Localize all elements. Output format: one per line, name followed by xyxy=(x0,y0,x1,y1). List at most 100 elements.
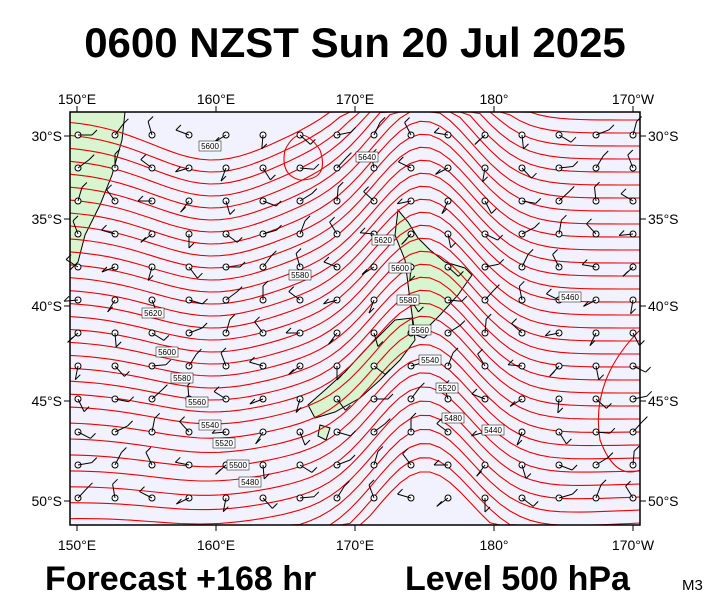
barb-flag xyxy=(482,176,488,183)
barb xyxy=(521,464,527,479)
lon-label-bottom: 170°W xyxy=(612,537,655,553)
barb-flag xyxy=(602,150,609,157)
barb-flag xyxy=(175,124,182,131)
contour-label: 5520 xyxy=(438,384,456,393)
barb-flag xyxy=(435,169,441,175)
barb xyxy=(77,462,92,466)
barb-flag xyxy=(546,288,552,295)
barb xyxy=(299,464,313,473)
barb-flag xyxy=(368,479,375,486)
barb-flag xyxy=(101,224,107,231)
barb xyxy=(447,325,461,334)
lat-label-right: 40°S xyxy=(648,298,679,314)
barb xyxy=(262,200,277,207)
barb-flag xyxy=(552,249,558,255)
barb xyxy=(77,487,88,499)
barb-flag xyxy=(600,479,607,486)
barb xyxy=(288,291,301,301)
barb-flag xyxy=(295,248,302,254)
barb-flag xyxy=(433,459,440,466)
barb-flag xyxy=(561,214,567,221)
barb xyxy=(471,393,486,400)
barb-flag xyxy=(229,209,236,215)
barb-flag xyxy=(581,259,588,265)
barb xyxy=(373,423,386,433)
barb-flag xyxy=(220,175,227,182)
barb-flag xyxy=(239,261,246,268)
barb xyxy=(188,299,203,305)
barb-flag xyxy=(147,275,154,281)
barb-flag xyxy=(568,186,575,192)
barb-flag xyxy=(176,498,182,505)
barb-flag xyxy=(261,143,268,150)
barb-flag xyxy=(188,242,195,249)
contour-label: 5500 xyxy=(229,461,247,470)
barb-flag xyxy=(90,433,96,439)
barb xyxy=(188,327,203,334)
barb xyxy=(595,129,610,136)
contour-line xyxy=(69,172,640,293)
barb xyxy=(511,323,523,334)
barb xyxy=(595,431,610,434)
barb xyxy=(299,496,314,499)
barb xyxy=(299,193,313,202)
barb-flag xyxy=(255,438,261,445)
barb xyxy=(558,191,570,202)
barb-flag xyxy=(91,129,98,136)
barb-flag xyxy=(344,480,350,487)
title: 0600 NZST Sun 20 Jul 2025 xyxy=(84,19,626,66)
barb xyxy=(360,232,375,235)
barb-flag xyxy=(606,403,612,409)
barb xyxy=(484,200,492,214)
barb xyxy=(447,352,454,367)
barb xyxy=(368,484,375,499)
contour-line xyxy=(69,276,640,389)
barb xyxy=(262,229,277,235)
barb xyxy=(151,364,166,367)
barb-flag xyxy=(642,416,648,422)
barb-flag xyxy=(523,143,529,150)
barb-flag xyxy=(609,427,616,434)
barb xyxy=(410,387,420,400)
barb-flag xyxy=(304,215,311,222)
barb-flag xyxy=(74,374,81,381)
barb-flag xyxy=(121,447,127,453)
barb xyxy=(521,200,536,204)
barb-flag xyxy=(202,298,208,305)
contour-line xyxy=(69,329,640,439)
barb-flag xyxy=(128,396,135,403)
contour-line xyxy=(69,414,641,525)
lon-label-bottom: 150°E xyxy=(58,537,96,553)
contour-label: 5480 xyxy=(444,414,462,423)
barb xyxy=(114,452,122,466)
barb xyxy=(397,493,412,499)
barb xyxy=(482,167,486,182)
barb-flag xyxy=(627,149,634,156)
barb-flag xyxy=(222,506,229,513)
barb-flag xyxy=(531,172,537,179)
barb-flag xyxy=(220,347,227,354)
barb xyxy=(114,365,125,377)
barb xyxy=(595,155,604,169)
barb-flag xyxy=(368,307,375,314)
barb xyxy=(220,352,227,367)
barb xyxy=(632,451,635,466)
contour-line xyxy=(69,146,640,269)
barb xyxy=(77,187,83,202)
barb-flag xyxy=(313,491,320,498)
lat-label-right: 30°S xyxy=(648,128,679,144)
barb xyxy=(112,484,116,499)
barb xyxy=(508,364,523,367)
barb-flag xyxy=(622,271,629,277)
barb xyxy=(589,332,597,346)
contour-label: 5580 xyxy=(291,271,309,280)
lon-label-bottom: 180° xyxy=(480,537,509,553)
barb-flag xyxy=(345,404,351,411)
barb xyxy=(65,259,79,268)
barb xyxy=(336,431,351,437)
barb xyxy=(336,131,351,136)
barb xyxy=(632,421,643,433)
barb xyxy=(323,261,338,268)
contour-label-box xyxy=(481,424,505,436)
lat-label-left: 30°S xyxy=(31,128,62,144)
